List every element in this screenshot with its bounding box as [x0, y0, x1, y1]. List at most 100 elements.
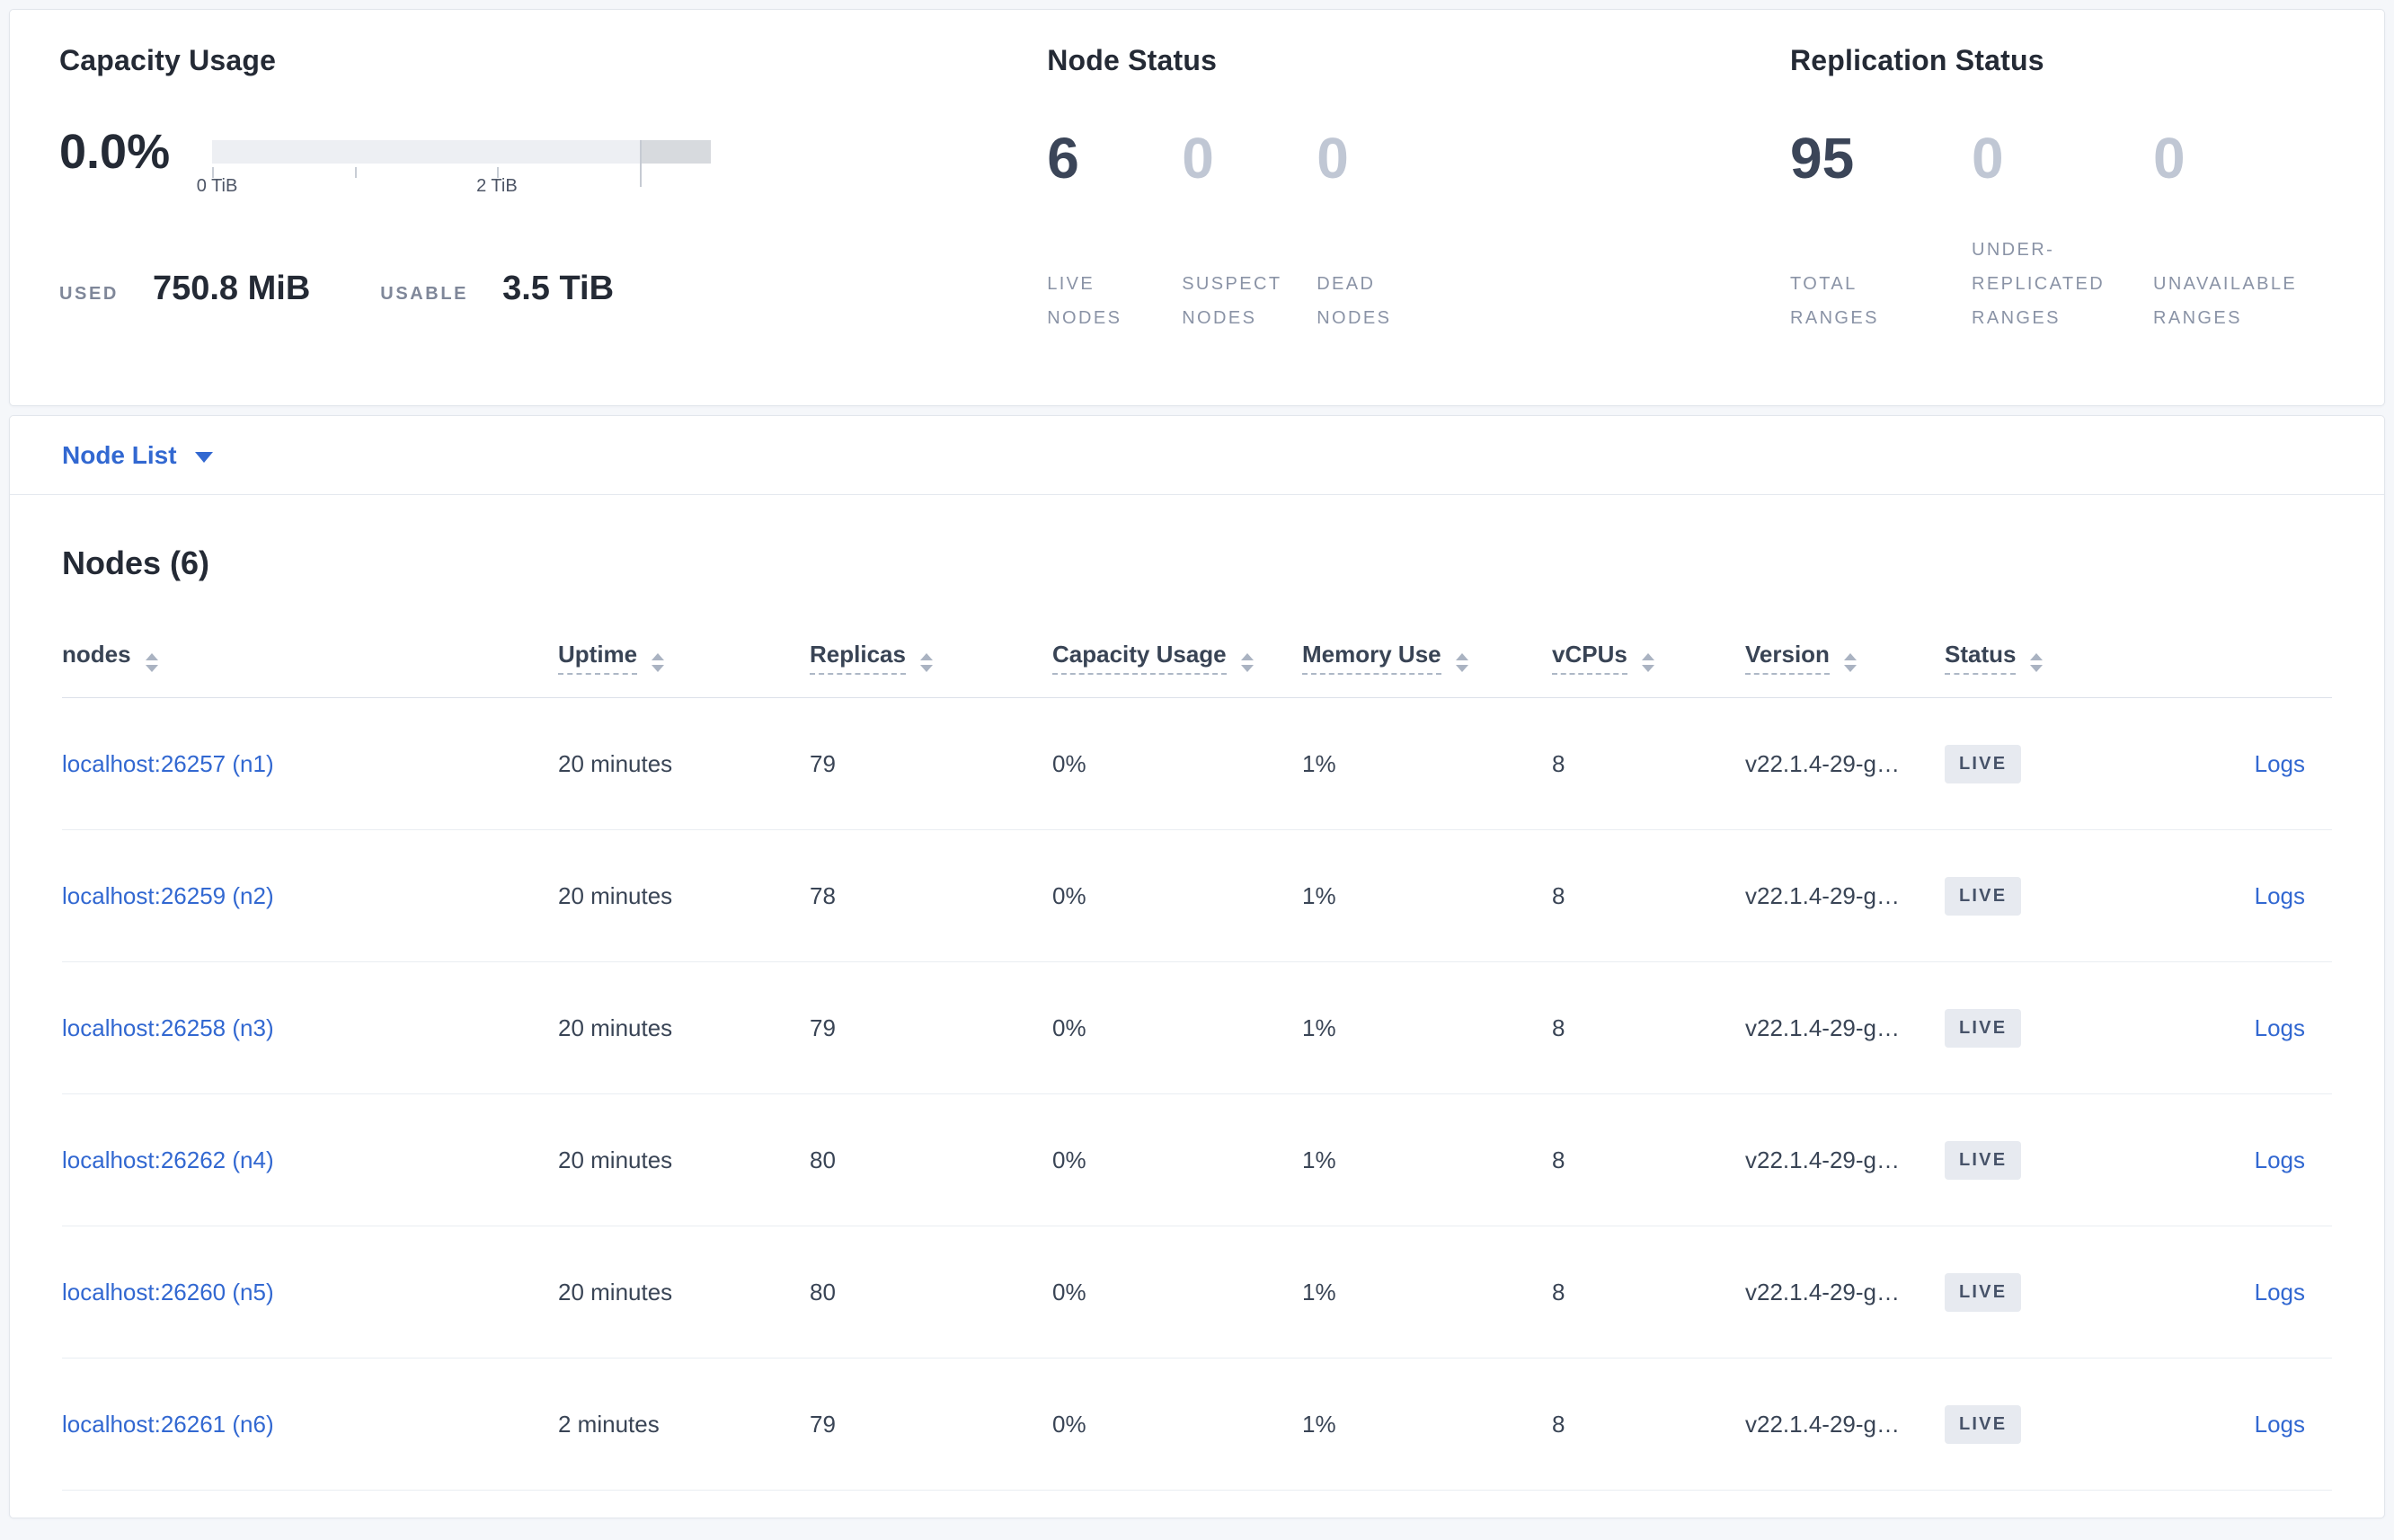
column-header-vcpus[interactable]: vCPUs [1552, 623, 1745, 698]
logs-link[interactable]: Logs [2254, 1013, 2305, 1041]
memory-cell: 1% [1302, 1093, 1552, 1226]
suspect-nodes-label: SUSPECT NODES [1182, 274, 1282, 328]
node-list-panel: Node List Nodes (6) nodes Uptime [9, 415, 2385, 1518]
capacity-bar-divider [639, 140, 642, 187]
nodes-table: nodes Uptime Replicas Capacity Usage Mem… [62, 623, 2332, 1491]
column-header-capacity-usage[interactable]: Capacity Usage [1052, 623, 1302, 698]
unavailable-ranges-value: 0 [2153, 126, 2186, 190]
replication-status-stats: 95 TOTAL RANGES 0 UNDER- REPLICATED RANG… [1790, 127, 2335, 335]
dead-nodes-label: DEAD NODES [1317, 274, 1392, 328]
node-link[interactable]: localhost:26260 (n5) [62, 1278, 274, 1305]
column-header-status[interactable]: Status [1945, 623, 2160, 698]
status-badge: LIVE [1945, 1272, 2022, 1312]
replicas-cell: 79 [810, 1358, 1052, 1491]
sort-icon [2030, 653, 2044, 672]
vcpus-cell: 8 [1552, 829, 1745, 962]
replicas-cell: 78 [810, 829, 1052, 962]
node-list-dropdown-label: Node List [62, 440, 177, 469]
replicas-cell: 79 [810, 749, 836, 777]
node-status-stats: 6 LIVE NODES 0 SUSPECT NODES 0 DEAD NODE… [1047, 127, 1790, 335]
table-header-row: nodes Uptime Replicas Capacity Usage Mem… [62, 623, 2332, 698]
replication-status-section: Replication Status 95 TOTAL RANGES 0 UND… [1790, 44, 2335, 360]
replicas-cell: 79 [810, 961, 1052, 1094]
column-header-nodes[interactable]: nodes [62, 623, 558, 698]
capacity-bar-track [212, 140, 711, 164]
version-cell: v22.1.4-29-g… [1745, 1093, 1945, 1226]
version-cell: v22.1.4-29-g… [1745, 749, 1900, 777]
logs-link[interactable]: Logs [2254, 1410, 2305, 1438]
memory-cell: 1% [1302, 1226, 1552, 1359]
under-replicated-ranges-stat: 0 UNDER- REPLICATED RANGES [1972, 127, 2153, 335]
replicas-cell: 80 [810, 1226, 1052, 1359]
sort-icon [1240, 653, 1254, 672]
logs-link[interactable]: Logs [2254, 749, 2305, 777]
vcpus-cell: 8 [1552, 961, 1745, 1094]
capacity-usage-title: Capacity Usage [59, 44, 277, 76]
column-header-uptime[interactable]: Uptime [558, 623, 810, 698]
status-badge: LIVE [1945, 1008, 2022, 1048]
vcpus-cell: 8 [1552, 749, 1565, 777]
unavailable-ranges-stat: 0 UNAVAILABLE RANGES [2153, 127, 2335, 335]
usable-label: USABLE [380, 284, 469, 304]
axis-label-0tib: 0 TiB [196, 176, 238, 196]
node-link[interactable]: localhost:26259 (n2) [62, 881, 274, 909]
column-header-memory-use[interactable]: Memory Use [1302, 623, 1552, 698]
uptime-cell: 20 minutes [558, 961, 810, 1094]
memory-cell: 1% [1302, 961, 1552, 1094]
page: Capacity Usage 0.0% 0 TiB 2 TiB USED 7 [0, 9, 2394, 1518]
column-header-version[interactable]: Version [1745, 623, 1945, 698]
table-row: localhost:26261 (n6) 2 minutes 79 0% 1% … [62, 1358, 2332, 1491]
dead-nodes-value: 0 [1317, 126, 1349, 190]
replication-status-title: Replication Status [1790, 44, 2044, 76]
node-link[interactable]: localhost:26258 (n3) [62, 1013, 274, 1041]
logs-link[interactable]: Logs [2254, 881, 2305, 909]
version-cell: v22.1.4-29-g… [1745, 961, 1945, 1094]
total-ranges-stat: 95 TOTAL RANGES [1790, 127, 1972, 335]
capacity-stats: USED 750.8 MiB USABLE 3.5 TiB [59, 270, 1047, 308]
uptime-cell: 20 minutes [558, 829, 810, 962]
logs-link[interactable]: Logs [2254, 1146, 2305, 1173]
unavailable-ranges-label: UNAVAILABLE RANGES [2153, 274, 2298, 328]
capacity-usage-section: Capacity Usage 0.0% 0 TiB 2 TiB USED 7 [59, 44, 1047, 360]
capacity-cell: 0% [1052, 1093, 1302, 1226]
version-cell: v22.1.4-29-g… [1745, 1226, 1945, 1359]
uptime-cell: 20 minutes [558, 1226, 810, 1359]
column-header-replicas[interactable]: Replicas [810, 623, 1052, 698]
table-row: localhost:26258 (n3) 20 minutes 79 0% 1%… [62, 961, 2332, 1094]
uptime-cell: 20 minutes [558, 1093, 810, 1226]
live-nodes-stat: 6 LIVE NODES [1047, 127, 1182, 335]
node-link[interactable]: localhost:26261 (n6) [62, 1410, 274, 1438]
node-list-bar: Node List [10, 416, 2384, 495]
table-row: localhost:26260 (n5) 20 minutes 80 0% 1%… [62, 1226, 2332, 1359]
table-row: localhost:26262 (n4) 20 minutes 80 0% 1%… [62, 1093, 2332, 1226]
nodes-heading: Nodes (6) [62, 544, 210, 581]
sort-icon [1455, 653, 1468, 672]
node-list-dropdown[interactable]: Node List [62, 441, 213, 470]
capacity-cell: 0% [1052, 829, 1302, 962]
capacity-percent: 0.0% [59, 125, 171, 179]
dead-nodes-stat: 0 DEAD NODES [1317, 127, 1451, 335]
node-link[interactable]: localhost:26257 (n1) [62, 749, 274, 777]
suspect-nodes-stat: 0 SUSPECT NODES [1182, 127, 1317, 335]
capacity-cell: 0% [1052, 961, 1302, 1094]
uptime-cell: 2 minutes [558, 1358, 810, 1491]
sort-icon [919, 653, 933, 672]
sort-icon [1641, 653, 1654, 672]
sort-icon [145, 653, 158, 672]
caret-down-icon [194, 451, 213, 463]
capacity-gauge: 0.0% 0 TiB 2 TiB [59, 124, 1047, 196]
total-ranges-label: TOTAL RANGES [1790, 274, 1879, 328]
table-row: localhost:26257 (n1) 20 minutes 79 0% 1%… [62, 698, 2332, 830]
capacity-cell: 0% [1052, 749, 1086, 777]
version-cell: v22.1.4-29-g… [1745, 829, 1945, 962]
logs-link[interactable]: Logs [2254, 1278, 2305, 1305]
axis-label-2tib: 2 TiB [476, 176, 518, 196]
memory-cell: 1% [1302, 1358, 1552, 1491]
memory-cell: 1% [1302, 749, 1336, 777]
capacity-bar-used-segment [639, 140, 711, 164]
node-link[interactable]: localhost:26262 (n4) [62, 1146, 274, 1173]
under-replicated-ranges-label: UNDER- REPLICATED RANGES [1972, 240, 2106, 328]
node-status-section: Node Status 6 LIVE NODES 0 SUSPECT NODES… [1047, 44, 1790, 360]
table-row: localhost:26259 (n2) 20 minutes 78 0% 1%… [62, 829, 2332, 962]
capacity-cell: 0% [1052, 1226, 1302, 1359]
